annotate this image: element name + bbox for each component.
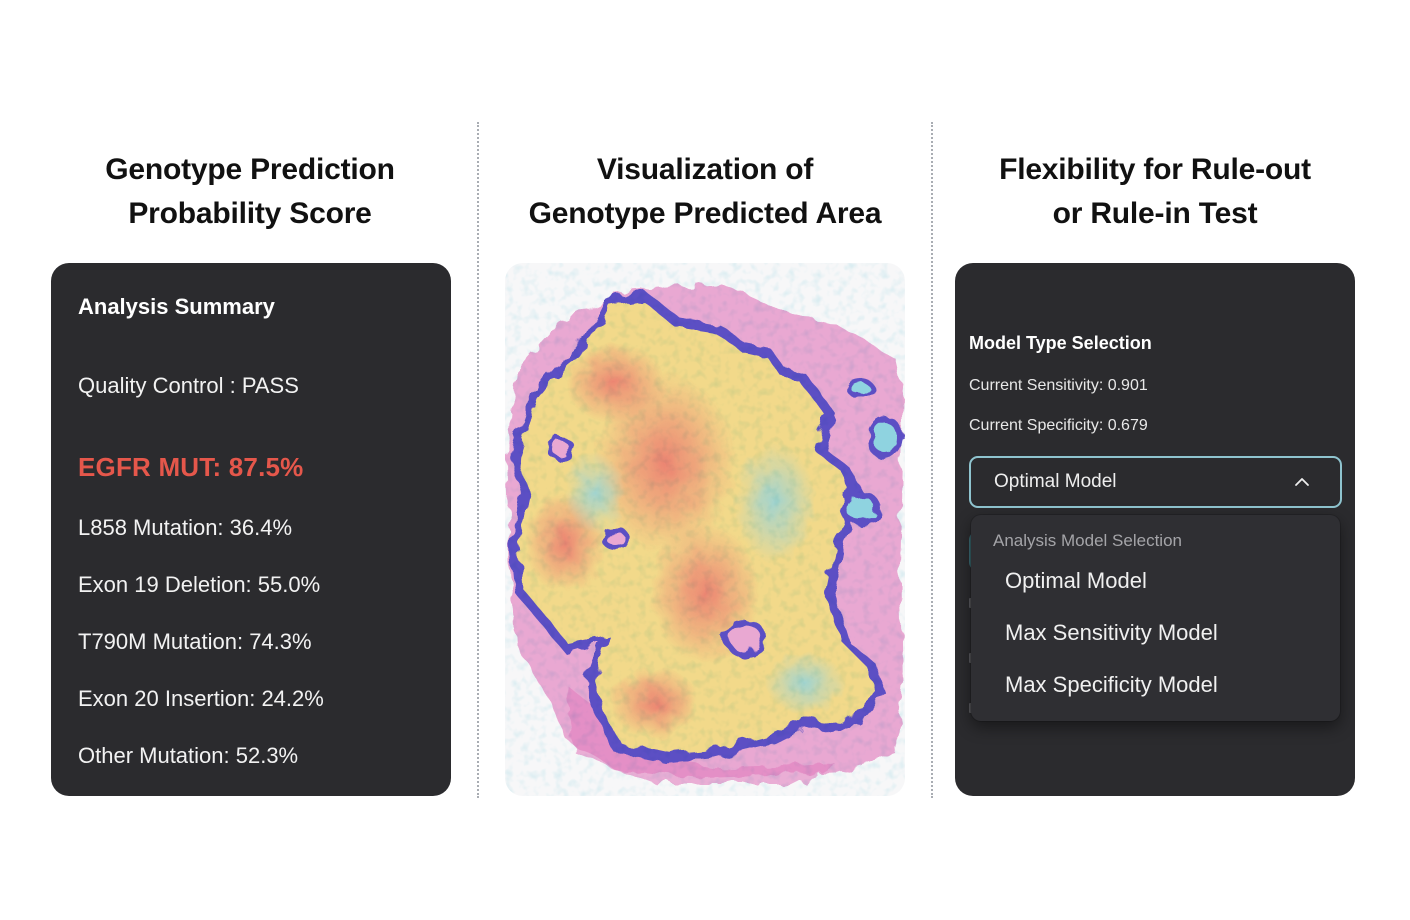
- mutation-item: Other Mutation: 52.3%: [78, 743, 299, 768]
- model-select-dropdown[interactable]: Optimal Model: [969, 456, 1342, 508]
- selected-model-value: Optimal Model: [994, 471, 1117, 492]
- current-specificity: Current Specificity: 0.679: [969, 417, 1148, 434]
- mutation-item: Exon 20 Insertion: 24.2%: [78, 686, 324, 711]
- title-line: Flexibility for Rule-out: [999, 153, 1311, 186]
- menu-header: Analysis Model Selection: [993, 531, 1182, 550]
- title-line: or Rule-in Test: [1052, 197, 1258, 230]
- hidden-item-edge: [969, 598, 972, 608]
- heatmap-graphic: [505, 263, 905, 796]
- menu-item-max-sensitivity-model[interactable]: Max Sensitivity Model: [1005, 620, 1218, 645]
- mutation-item: L858 Mutation: 36.4%: [78, 515, 293, 540]
- column-divider: [931, 122, 933, 798]
- mutation-item: Exon 19 Deletion: 55.0%: [78, 572, 321, 597]
- mutation-item: T790M Mutation: 74.3%: [78, 629, 312, 654]
- title-line: Visualization of: [596, 153, 814, 186]
- title-line: Genotype Prediction: [105, 153, 395, 186]
- hidden-select-edge: [969, 531, 1342, 571]
- column-title-probability: Genotype Prediction Probability Score: [50, 148, 450, 236]
- column-title-flexibility: Flexibility for Rule-out or Rule-in Test: [955, 148, 1355, 236]
- title-line: Genotype Predicted Area: [528, 197, 882, 230]
- column-divider: [477, 122, 479, 798]
- quality-control-status: Quality Control : PASS: [78, 373, 299, 398]
- column-title-visualization: Visualization of Genotype Predicted Area: [505, 148, 905, 236]
- hidden-item-edge: [969, 653, 972, 663]
- tissue-heatmap-image: [505, 263, 905, 796]
- menu-item-max-specificity-model[interactable]: Max Specificity Model: [1005, 672, 1218, 697]
- title-line: Probability Score: [128, 197, 372, 230]
- menu-item-optimal-model[interactable]: Optimal Model: [1005, 568, 1147, 593]
- model-type-selection-title: Model Type Selection: [969, 333, 1152, 353]
- mutation-list: L858 Mutation: 36.4% Exon 19 Deletion: 5…: [78, 515, 324, 800]
- current-sensitivity: Current Sensitivity: 0.901: [969, 377, 1148, 394]
- analysis-summary-card: Analysis Summary Quality Control : PASS …: [51, 263, 451, 796]
- egfr-mutation-score: EGFR MUT: 87.5%: [78, 452, 304, 482]
- model-options-menu: Analysis Model Selection Optimal Model M…: [971, 515, 1340, 721]
- hidden-item-edge: [969, 703, 972, 713]
- analysis-summary-title: Analysis Summary: [78, 294, 275, 319]
- chevron-up-icon: [1295, 478, 1309, 486]
- model-selection-card: Model Type Selection Current Sensitivity…: [955, 263, 1355, 796]
